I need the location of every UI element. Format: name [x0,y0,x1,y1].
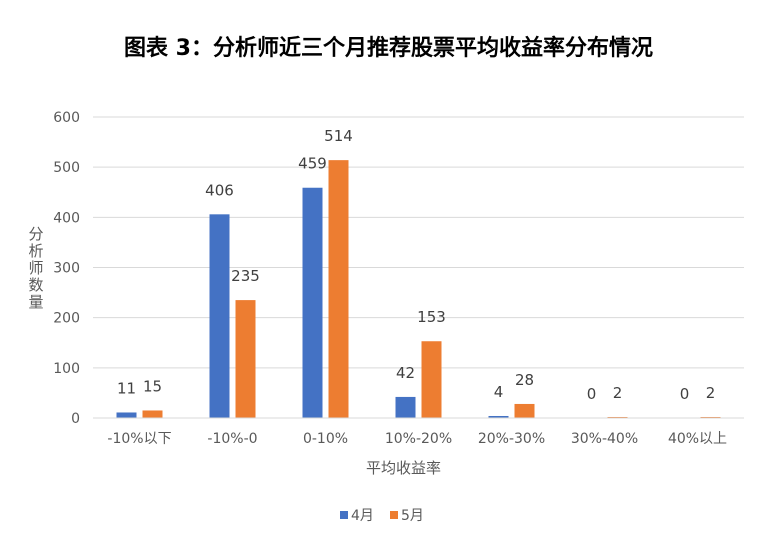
data-label: 11 [117,379,136,397]
y-tick-label: 600 [53,110,80,126]
y-axis-title: 分析师数量 [28,225,43,311]
data-label: 42 [396,364,415,382]
bar [700,416,721,418]
data-label: 28 [515,371,534,389]
y-tick-label: 200 [53,311,80,327]
x-tick-label: 40%以上 [668,431,727,447]
bar [302,187,323,418]
gridlines [93,116,744,369]
bar [421,341,442,418]
legend-swatch [340,511,348,519]
bar [142,410,163,418]
x-tick-label: 10%-20% [385,431,452,447]
x-tick-label: -10%以下 [107,431,171,447]
legend: 4月 5月 [340,508,424,524]
data-label: 406 [205,181,234,199]
y-tick-label: 0 [71,411,80,427]
bars [116,160,721,419]
data-label: 4 [494,383,504,401]
bar [328,160,349,419]
x-tick-label: 30%-40% [571,431,638,447]
y-tick-label: 100 [53,361,80,377]
legend-label: 4月 [351,508,374,524]
legend-label: 5月 [401,508,424,524]
data-label: 459 [298,155,327,173]
data-label: 514 [324,127,353,145]
bar [209,214,230,418]
x-tick-label: 20%-30% [478,431,545,447]
bar [488,415,509,418]
legend-swatch [390,511,398,519]
data-label: 235 [231,267,260,285]
data-label: 2 [706,384,716,402]
x-tick-label: -10%-0 [207,431,257,447]
x-axis-title: 平均收益率 [366,459,441,477]
data-label: 15 [143,377,162,395]
y-tick-label: 400 [53,210,80,226]
chart-title: 图表 3：分析师近三个月推荐股票平均收益率分布情况 [124,36,653,61]
bar [514,403,535,418]
y-axis-ticks: 0 100 200 300 400 500 600 [53,110,80,427]
bar [116,412,137,418]
data-label: 153 [417,308,446,326]
data-label: 2 [613,384,623,402]
x-axis-ticks: -10%以下 -10%-0 0-10% 10%-20% 20%-30% 30%-40% 40… [107,431,727,447]
bar [607,416,628,418]
y-tick-label: 300 [53,261,80,277]
bar [395,396,416,418]
y-tick-label: 500 [53,160,80,176]
x-tick-label: 0-10% [303,431,348,447]
data-label: 0 [680,385,690,403]
bar [235,300,256,418]
data-label: 0 [587,385,597,403]
